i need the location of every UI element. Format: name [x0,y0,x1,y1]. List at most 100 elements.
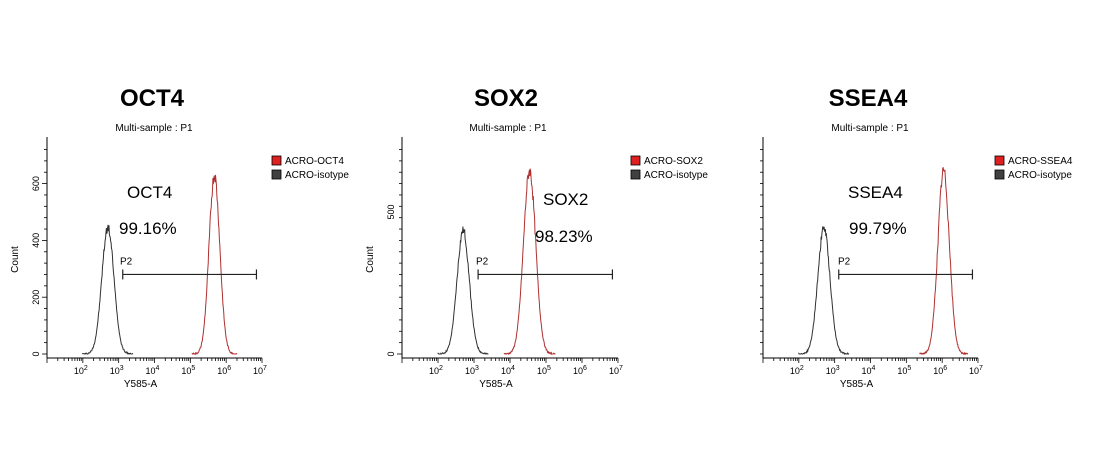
chart-title: SOX2 [474,85,538,112]
x-tick-base: 10 [862,366,872,376]
x-tick-label: 107 [969,365,983,376]
y-tick-label: 400 [31,233,41,248]
x-tick-exponent: 4 [156,365,160,372]
x-tick-base: 10 [969,366,979,376]
annotation-percent: 99.79% [849,219,907,238]
gate-p2-label: P2 [838,256,851,267]
histogram-acro-sox2 [503,168,556,356]
legend-label: ACRO-isotype [1008,170,1072,181]
chart-subtitle: Multi-sample : P1 [115,123,193,134]
y-axis-label: Count [365,246,376,273]
x-tick-exponent: 3 [475,365,479,372]
x-tick-label: 107 [609,365,623,376]
x-tick-exponent: 5 [547,365,551,372]
x-tick-exponent: 7 [263,365,267,372]
y-tick-label: 0 [386,351,396,356]
x-tick-label: 102 [790,365,804,376]
x-tick-exponent: 7 [619,365,623,372]
x-tick-base: 10 [74,366,84,376]
legend-swatch [630,169,641,180]
x-axis-label: Y585-A [840,379,874,390]
x-tick-exponent: 6 [583,365,587,372]
annotation-marker: SOX2 [543,190,588,209]
legend-swatch [630,155,641,166]
chart-subtitle: Multi-sample : P1 [469,123,547,134]
x-tick-base: 10 [217,366,227,376]
histogram-acro-ssea4 [919,167,969,356]
x-tick-exponent: 4 [511,365,515,372]
y-tick-label: 200 [31,290,41,305]
x-tick-base: 10 [790,366,800,376]
legend-swatch [271,155,282,166]
annotation-marker: OCT4 [127,183,172,202]
annotation-percent: 99.16% [119,219,177,238]
x-tick-base: 10 [826,366,836,376]
x-tick-exponent: 4 [872,365,876,372]
x-tick-exponent: 3 [120,365,124,372]
x-tick-exponent: 5 [907,365,911,372]
gate-p2-label: P2 [120,256,133,267]
x-tick-label: 104 [146,365,160,376]
x-tick-base: 10 [537,366,547,376]
legend-label: ACRO-isotype [285,170,349,181]
x-tick-label: 106 [217,365,231,376]
x-tick-exponent: 2 [800,365,804,372]
histogram-acro-isotype [81,224,134,355]
legend-label: ACRO-OCT4 [285,156,344,167]
x-tick-label: 102 [74,365,88,376]
x-tick-base: 10 [253,366,263,376]
legend-label: ACRO-SSEA4 [1008,156,1073,167]
x-tick-exponent: 3 [836,365,840,372]
chart-subtitle: Multi-sample : P1 [831,123,909,134]
x-tick-base: 10 [110,366,120,376]
x-tick-base: 10 [181,366,191,376]
x-axis-label: Y585-A [124,379,158,390]
legend-label: ACRO-SOX2 [644,156,703,167]
x-tick-base: 10 [146,366,156,376]
gate-p2-label: P2 [476,256,489,267]
legend-swatch [994,169,1005,180]
x-tick-base: 10 [933,366,943,376]
x-tick-label: 103 [826,365,840,376]
x-tick-exponent: 6 [943,365,947,372]
x-tick-label: 106 [573,365,587,376]
x-tick-base: 10 [465,366,475,376]
x-tick-exponent: 2 [84,365,88,372]
x-tick-base: 10 [429,366,439,376]
x-tick-base: 10 [501,366,511,376]
x-tick-exponent: 6 [227,365,231,372]
y-tick-label: 500 [386,204,396,219]
chart-title: OCT4 [120,85,185,112]
x-tick-label: 107 [253,365,267,376]
x-tick-base: 10 [609,366,619,376]
x-tick-label: 105 [181,365,195,376]
x-tick-label: 104 [501,365,515,376]
x-tick-label: 102 [429,365,443,376]
x-tick-label: 104 [862,365,876,376]
chart-title: SSEA4 [829,85,908,112]
legend-swatch [994,155,1005,166]
x-tick-label: 105 [537,365,551,376]
legend-label: ACRO-isotype [644,170,708,181]
histogram-acro-isotype [798,226,850,356]
histogram-acro-isotype [437,226,489,355]
histogram-acro-oct4 [191,174,238,356]
y-tick-label: 600 [31,176,41,191]
x-tick-base: 10 [573,366,583,376]
x-tick-exponent: 5 [191,365,195,372]
legend-swatch [271,169,282,180]
x-tick-exponent: 7 [979,365,983,372]
x-axis-label: Y585-A [479,379,513,390]
annotation-percent: 98.23% [535,227,593,246]
y-tick-label: 0 [31,351,41,356]
x-tick-label: 106 [933,365,947,376]
x-tick-base: 10 [897,366,907,376]
annotation-marker: SSEA4 [848,183,903,202]
x-tick-label: 105 [897,365,911,376]
x-tick-label: 103 [110,365,124,376]
x-tick-exponent: 2 [439,365,443,372]
